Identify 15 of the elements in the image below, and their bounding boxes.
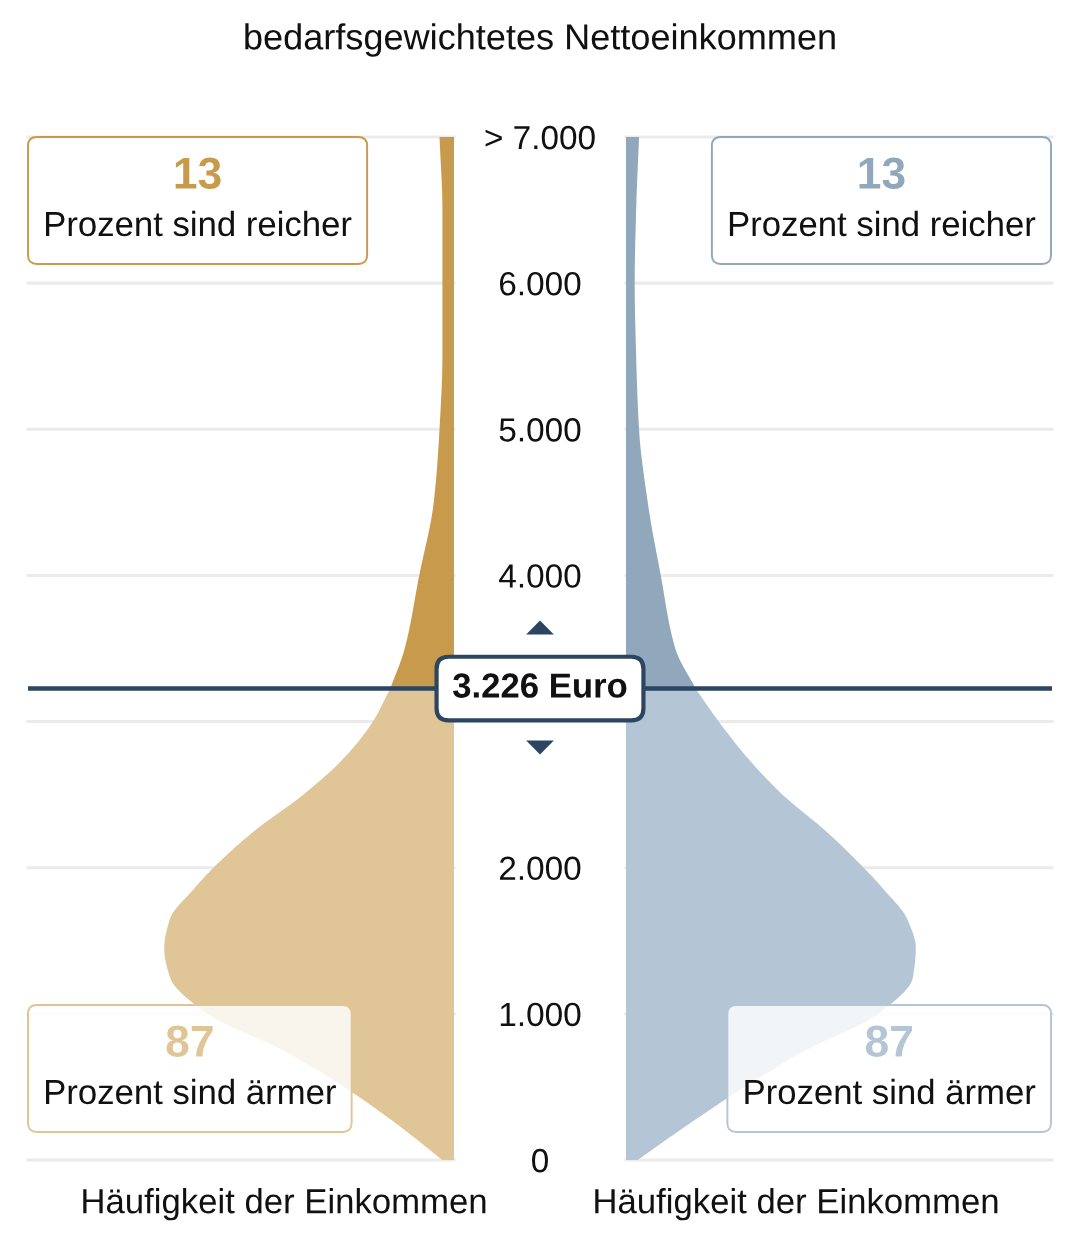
y-tick-label: 6.000 [499,271,581,296]
y-tick-label: 0 [532,1148,548,1173]
annotation: 13 Prozent sind reicher [46,157,352,237]
y-tick-label: 1.000 [500,1002,581,1027]
annotation: 87 Prozent sind ärmer [745,1025,1036,1105]
y-tick-label: 5.000 [499,418,581,442]
x-axis-title: Häufigkeit der Einkommen [595,1188,998,1221]
text: bedarfsgewichtetes Nettoeinkommen [245,23,835,57]
annotation: 87 Prozent sind ärmer [46,1025,336,1105]
y-tick-label: 2.000 [499,856,581,881]
annotation: 13 Prozent sind reicher [729,157,1036,237]
x-axis-title: Häufigkeit der Einkommen [83,1188,486,1221]
y-tick-label: 4.000 [499,564,581,588]
y-tick-label: > 7.000 [485,125,595,150]
ref-line-label: 3.226 Euro [452,673,627,698]
